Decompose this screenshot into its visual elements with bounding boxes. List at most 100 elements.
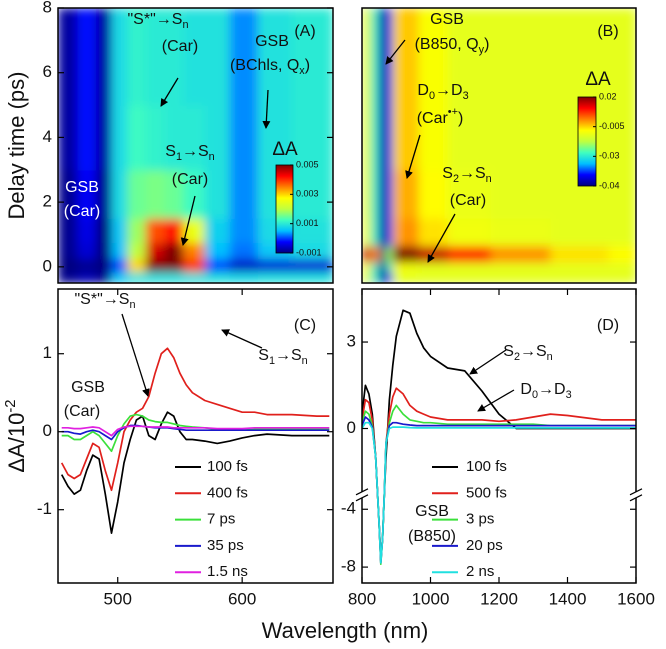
- heatmap-cell: [392, 105, 402, 171]
- heatmap-cell: [204, 40, 231, 106]
- heatmap-cell: [550, 218, 610, 247]
- y-axis-label: ΔA/10-2: [2, 399, 29, 472]
- annotation: S1→Sn: [258, 347, 307, 367]
- heatmap-cell: [77, 218, 97, 244]
- heatmap-cell: [370, 245, 380, 263]
- annotation-arrow: [180, 195, 196, 246]
- text-run: •+: [448, 106, 458, 118]
- text-run: 0: [429, 90, 435, 102]
- heatmap-cell: [401, 169, 420, 219]
- annotation: "S*"→Sn: [75, 291, 136, 311]
- annotation-arrow: [160, 77, 179, 107]
- heatmap-cell: [379, 245, 387, 263]
- heatmap-cell: [370, 169, 380, 219]
- heatmap-cell: [418, 8, 449, 41]
- heatmap-cell: [379, 218, 387, 247]
- text-run: n: [129, 299, 135, 311]
- axis-break-mark: [355, 488, 369, 496]
- heatmap-cell: [291, 242, 333, 260]
- heatmap-cell: [257, 271, 293, 283]
- text-run: →D: [435, 82, 463, 99]
- annotation: "S*"→Sn: [128, 11, 189, 31]
- heatmap-cell: [58, 105, 78, 171]
- y-tick-label: -1: [37, 499, 52, 518]
- heatmap-cell: [608, 271, 636, 283]
- heatmap-cell: [183, 169, 206, 219]
- text-run: →S: [520, 343, 547, 360]
- heatmap-cell: [95, 271, 113, 283]
- heatmap-cell: [58, 40, 78, 106]
- axis-break-mark: [629, 488, 643, 496]
- heatmap-cell: [418, 218, 449, 247]
- heatmap-cell: [550, 40, 610, 106]
- heatmap-cell: [490, 8, 551, 41]
- y-tick-label: -4: [341, 499, 356, 518]
- heatmap-cell: [392, 271, 402, 283]
- heatmap-cell: [362, 40, 372, 106]
- panel-label: (B): [597, 23, 618, 40]
- heatmap-cell: [370, 261, 380, 273]
- heatmap-cell: [608, 40, 636, 106]
- heatmap-cell: [164, 8, 184, 41]
- annotation: GSB: [415, 503, 449, 520]
- heatmap: [58, 8, 333, 283]
- text-run: 1: [269, 355, 275, 367]
- series-line: [362, 309, 636, 561]
- heatmap-cell: [164, 242, 184, 260]
- heatmap-cell: [608, 105, 636, 171]
- text-run: y: [479, 44, 485, 56]
- x-tick-label: 1600: [617, 589, 655, 608]
- annotation-arrow: [469, 349, 507, 375]
- colorbar-tick-label: -0.005: [599, 121, 625, 131]
- axis-break-mark: [629, 494, 643, 502]
- text-run: 2: [514, 351, 520, 363]
- heatmap-cell: [111, 258, 128, 273]
- heatmap-cell: [145, 40, 165, 106]
- x-tick-label: 600: [228, 589, 256, 608]
- heatmap-cell: [608, 261, 636, 273]
- heatmap-cell: [77, 8, 97, 41]
- plot-lines: [362, 309, 636, 566]
- heatmap-cell: [370, 218, 380, 247]
- series-line: [60, 347, 330, 492]
- axis-break-gap: [357, 491, 367, 498]
- heatmap-cell: [127, 169, 147, 219]
- heatmap-cell: [145, 105, 165, 171]
- heatmap-cell: [608, 8, 636, 41]
- annotation: (B850): [408, 528, 456, 545]
- heatmap-cell: [111, 242, 128, 260]
- heatmap-cell: [291, 8, 333, 41]
- axis-break-gap: [631, 491, 641, 498]
- annotation: D0→D3: [417, 82, 468, 102]
- heatmap-cell: [392, 245, 402, 263]
- heatmap-cell: [145, 218, 165, 244]
- heatmap-cell: [145, 271, 165, 283]
- heatmap-cell: [418, 261, 449, 273]
- heatmap-cell: [95, 169, 113, 219]
- heatmap-cell: [418, 169, 449, 219]
- heatmap-cell: [95, 40, 113, 106]
- text-run: S: [442, 165, 453, 182]
- heatmap-cell: [95, 258, 113, 273]
- heatmap-cell: [385, 169, 394, 219]
- heatmap-cell: [490, 105, 551, 171]
- text-run: →S: [459, 165, 486, 182]
- heatmap-cell: [362, 261, 372, 273]
- text-run: n: [486, 173, 492, 185]
- heatmap-cell: [164, 271, 184, 283]
- heatmap-cell: [183, 105, 206, 171]
- annotation: GSB: [430, 11, 464, 28]
- heatmap-cell: [401, 218, 420, 247]
- y-tick-label: 1: [43, 343, 52, 362]
- heatmap-cell: [58, 169, 78, 219]
- heatmap-cell: [95, 8, 113, 41]
- heatmap-cell: [362, 8, 372, 41]
- heatmap-cell: [127, 8, 147, 41]
- heatmap-cell: [490, 40, 551, 106]
- heatmap-cell: [111, 271, 128, 283]
- heatmap-cell: [204, 8, 231, 41]
- heatmap-cell: [379, 271, 387, 283]
- colorbar-tick-label: 0.02: [599, 91, 617, 101]
- annotation: S2→Sn: [442, 165, 491, 185]
- heatmap-cell: [550, 245, 610, 263]
